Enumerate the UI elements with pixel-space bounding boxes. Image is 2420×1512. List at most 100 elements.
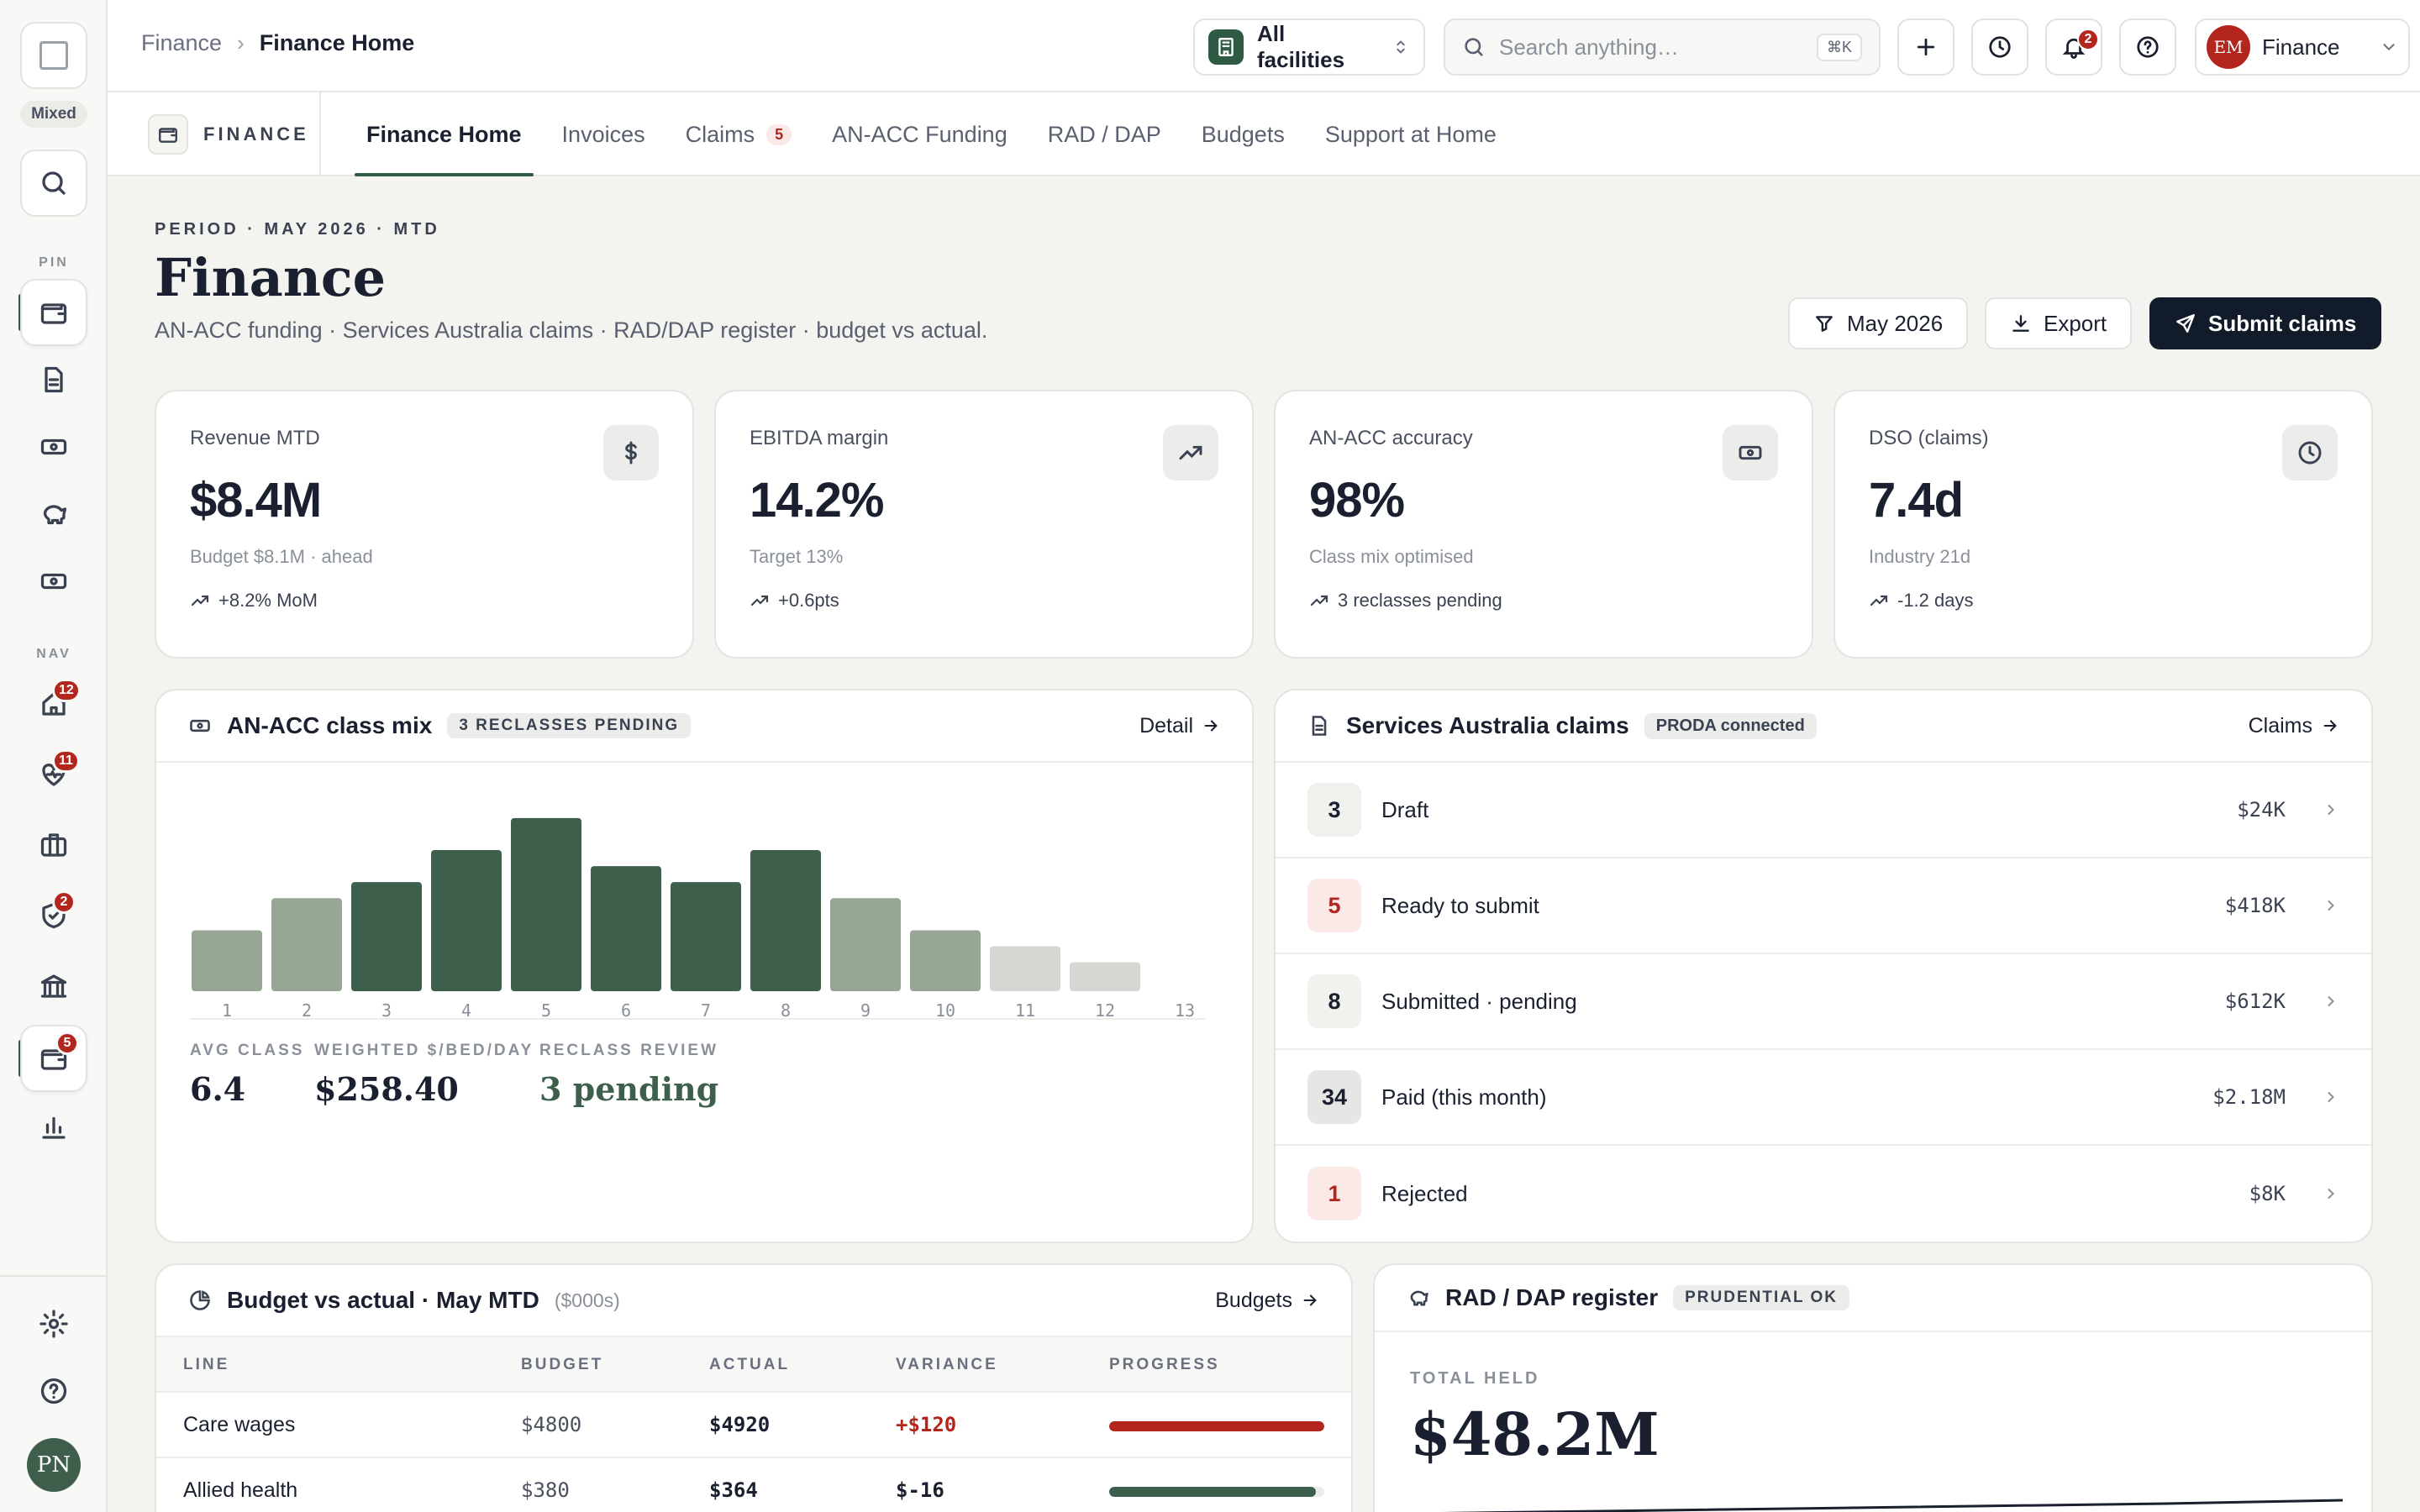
tab-budgets[interactable]: Budgets: [1181, 92, 1305, 176]
chart-bar-2[interactable]: [271, 898, 342, 991]
chart-bar-1[interactable]: [192, 930, 262, 991]
kpi-delta: -1.2 days: [1869, 590, 1974, 612]
chart-bar-4[interactable]: [431, 850, 502, 991]
table-row[interactable]: Care wages $4800 $4920 +$120: [156, 1393, 1351, 1458]
detail-link[interactable]: Detail: [1139, 714, 1220, 738]
rail-nav-compliance[interactable]: [20, 882, 87, 949]
tab-label: Budgets: [1201, 121, 1285, 147]
history-button[interactable]: [1971, 18, 2028, 76]
cash-icon: [1723, 425, 1778, 480]
claims-link[interactable]: Claims: [2249, 714, 2339, 738]
claims-amount: $2.18M: [2212, 1085, 2286, 1109]
rail-nav-home[interactable]: [20, 670, 87, 738]
chart-tick-label: 7: [701, 1000, 711, 1021]
cash-icon: [40, 438, 67, 455]
user-avatar[interactable]: PN: [27, 1438, 81, 1492]
kpi-subtext: Industry 21d: [1869, 546, 1971, 567]
tab-label: Finance Home: [366, 121, 522, 147]
budget-value: $380: [521, 1478, 570, 1502]
submit-claims-button[interactable]: Submit claims: [2149, 297, 2382, 349]
rail-pin-funding[interactable]: [20, 413, 87, 480]
help-button[interactable]: [20, 1357, 87, 1425]
column-header: BUDGET: [521, 1356, 604, 1373]
top-bar: Finance › Finance Home All facilities Se…: [108, 0, 2420, 92]
rail-nav-care[interactable]: [20, 741, 87, 808]
kpi-card-anacc-accuracy[interactable]: AN-ACC accuracy 98% Class mix optimised …: [1274, 390, 1813, 659]
tab-label: Claims: [685, 121, 755, 147]
kpi-label: EBITDA margin: [750, 427, 889, 449]
export-button[interactable]: Export: [1985, 297, 2133, 349]
rail-pin-rad[interactable]: [20, 480, 87, 548]
chart-tick-label: 2: [302, 1000, 312, 1021]
kpi-card-ebitda[interactable]: EBITDA margin 14.2% Target 13% +0.6pts: [714, 390, 1254, 659]
rail-pin-documents[interactable]: [20, 346, 87, 413]
search-input[interactable]: Search anything… ⌘K: [1444, 18, 1881, 76]
chart-tick-label: 1: [222, 1000, 232, 1021]
rail-nav-reports[interactable]: [20, 1094, 87, 1161]
claims-row-submitted[interactable]: 8 Submitted · pending $612K: [1276, 954, 2371, 1050]
rail-nav-workforce[interactable]: [20, 811, 87, 879]
chart-tick-label: 4: [461, 1000, 471, 1021]
help-center-button[interactable]: [2119, 18, 2176, 76]
chart-tick-label: 5: [541, 1000, 551, 1021]
notifications-badge: 2: [2077, 29, 2099, 50]
chart-bar-11[interactable]: [990, 946, 1060, 991]
tab-claims[interactable]: Claims 5: [666, 92, 813, 176]
panel-title: Services Australia claims: [1346, 712, 1629, 738]
chart-bar-6[interactable]: [591, 866, 661, 991]
breadcrumb-parent[interactable]: Finance: [141, 30, 223, 55]
panel-title: AN-ACC class mix: [227, 712, 433, 738]
org-logo[interactable]: [20, 22, 87, 89]
period-filter-button[interactable]: May 2026: [1788, 297, 1969, 349]
tab-rad-dap[interactable]: RAD / DAP: [1028, 92, 1181, 176]
trending-up-icon: [1870, 595, 1888, 606]
tab-support-at-home[interactable]: Support at Home: [1305, 92, 1517, 176]
chart-divider: [190, 1018, 1205, 1020]
settings-button[interactable]: [20, 1290, 87, 1357]
facility-selector[interactable]: All facilities: [1193, 18, 1425, 76]
kpi-card-revenue[interactable]: Revenue MTD $8.4M Budget $8.1M · ahead +…: [155, 390, 694, 659]
tab-finance-home[interactable]: Finance Home: [346, 92, 542, 176]
rail-nav-governance[interactable]: [20, 953, 87, 1020]
chart-bar-12[interactable]: [1070, 962, 1140, 991]
user-menu[interactable]: EM Finance: [2195, 18, 2410, 76]
chart-bar-8[interactable]: [750, 850, 821, 991]
claims-row-ready[interactable]: 5 Ready to submit $418K: [1276, 858, 2371, 954]
claims-amount: $612K: [2224, 990, 2286, 1013]
chart-bar-5[interactable]: [511, 817, 581, 991]
panel-header: RAD / DAP register PRUDENTIAL OK: [1375, 1265, 2371, 1332]
chart-bar-9[interactable]: [830, 898, 901, 991]
search-icon: [42, 171, 66, 195]
trending-up-icon: [1310, 595, 1328, 606]
kpi-card-dso[interactable]: DSO (claims) 7.4d Industry 21d -1.2 days: [1833, 390, 2373, 659]
rail-search-button[interactable]: [20, 150, 87, 217]
rail-pin-finance[interactable]: [20, 279, 87, 346]
add-button[interactable]: [1897, 18, 1954, 76]
claims-row-draft[interactable]: 3 Draft $24K: [1276, 763, 2371, 858]
claims-panel: Services Australia claims PRODA connecte…: [1274, 689, 2373, 1243]
period-filter-label: May 2026: [1847, 310, 1944, 336]
claims-link-label: Claims: [2248, 713, 2312, 738]
rail-pin-claims[interactable]: [20, 548, 87, 615]
piggy-bank-icon: [43, 505, 67, 525]
shield-check-icon: [42, 902, 66, 929]
claims-row-rejected[interactable]: 1 Rejected $8K: [1276, 1146, 2371, 1242]
wallet-icon: [40, 303, 67, 324]
chart-tick-label: 8: [781, 1000, 791, 1021]
kpi-subtext: Target 13%: [750, 546, 844, 567]
table-row[interactable]: Allied health $380 $364 $-16: [156, 1458, 1351, 1512]
notifications-button[interactable]: 2: [2045, 18, 2102, 76]
claims-row-paid[interactable]: 34 Paid (this month) $2.18M: [1276, 1050, 2371, 1146]
bank-icon: [40, 974, 67, 998]
kpi-delta: +0.6pts: [750, 590, 839, 612]
budgets-link[interactable]: Budgets: [1215, 1289, 1319, 1313]
stat-reclass-review: RECLASS REVIEW 3 pending: [539, 1042, 718, 1108]
chart-bar-10[interactable]: [910, 930, 981, 991]
actual-value: $364: [709, 1478, 758, 1502]
tab-anacc-funding[interactable]: AN-ACC Funding: [812, 92, 1028, 176]
rail-nav-finance[interactable]: [20, 1025, 87, 1092]
filter-icon: [1816, 316, 1833, 332]
chart-bar-7[interactable]: [671, 882, 741, 991]
tab-invoices[interactable]: Invoices: [542, 92, 666, 176]
chart-bar-3[interactable]: [351, 882, 422, 991]
